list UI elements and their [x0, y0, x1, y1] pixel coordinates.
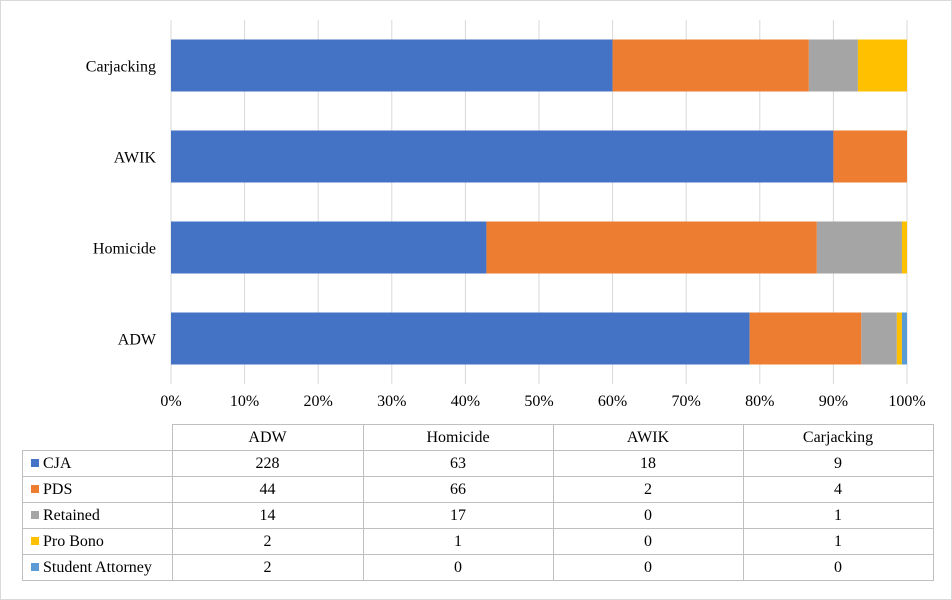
x-tick-label: 20% — [304, 393, 333, 410]
category-label: ADW — [118, 332, 157, 349]
table-cell: 14 — [171, 502, 364, 529]
bar-segment — [901, 312, 907, 365]
legend-swatch — [31, 536, 39, 545]
bar-segment — [612, 39, 809, 92]
table-cell: 0 — [552, 528, 744, 555]
table-cell: 0 — [742, 554, 934, 581]
table-corner — [22, 424, 173, 451]
table-row: Pro Bono 2 1 0 1 — [22, 528, 934, 555]
table-cell: 1 — [362, 528, 554, 555]
legend-entry: CJA — [22, 450, 173, 477]
legend-swatch — [31, 484, 39, 493]
bar-segment — [749, 312, 862, 365]
bar-segment — [896, 312, 902, 365]
x-tick-label: 30% — [377, 393, 406, 410]
table-row: CJA 228 63 18 9 — [22, 450, 934, 477]
legend-label: Retained — [43, 506, 100, 524]
table-row: Student Attorney 2 0 0 0 — [22, 554, 934, 581]
table-cell: 4 — [742, 476, 934, 503]
legend-swatch — [31, 562, 39, 571]
stacked-bar-chart: ADW Homicide AWIK Carjacking 0% 10% 20% 30% 40%… — [86, 20, 926, 410]
bar-segment — [857, 39, 907, 92]
x-tick-label: 50% — [524, 393, 553, 410]
table-cell: 17 — [362, 502, 554, 529]
bar-segment — [171, 312, 750, 365]
table-cell: 1 — [742, 528, 934, 555]
legend-entry: Retained — [22, 502, 173, 529]
legend-label: PDS — [43, 480, 73, 498]
x-tick-label: 90% — [819, 393, 848, 410]
table-cell: 0 — [552, 502, 744, 529]
bar-segment — [486, 221, 817, 274]
table-cell: 9 — [742, 450, 934, 477]
bar-segment — [171, 130, 834, 183]
legend-entry: Student Attorney — [22, 554, 173, 581]
table-col-header: Homicide — [362, 424, 554, 451]
table-cell: 66 — [362, 476, 554, 503]
bar-segment — [833, 130, 907, 183]
legend-swatch — [31, 510, 39, 519]
table-cell: 1 — [742, 502, 934, 529]
category-label: Carjacking — [86, 59, 156, 76]
table-header-row: ADW Homicide AWIK Carjacking — [22, 424, 934, 451]
legend-label: Pro Bono — [43, 532, 104, 550]
table-col-header: AWIK — [552, 424, 744, 451]
legend-entry: PDS — [22, 476, 173, 503]
table-col-header: Carjacking — [742, 424, 934, 451]
table-col-header: ADW — [171, 424, 364, 451]
x-tick-label: 40% — [451, 393, 480, 410]
bar-segment — [901, 221, 907, 274]
table-row: Retained 14 17 0 1 — [22, 502, 934, 529]
legend-swatch — [31, 458, 39, 467]
bar-segment — [816, 221, 902, 274]
table-cell: 18 — [552, 450, 744, 477]
table-cell: 228 — [171, 450, 364, 477]
bar-segment — [861, 312, 897, 365]
legend-entry: Pro Bono — [22, 528, 173, 555]
category-label: Homicide — [93, 241, 156, 258]
x-tick-label: 10% — [230, 393, 259, 410]
bar-segment — [171, 39, 613, 92]
x-tick-label: 100% — [888, 393, 925, 410]
table-cell: 2 — [171, 528, 364, 555]
legend-label: CJA — [43, 454, 72, 472]
bar-segment — [171, 221, 487, 274]
x-tick-label: 80% — [745, 393, 774, 410]
data-table: ADW Homicide AWIK Carjacking CJA 228 63 18 9 PDS… — [22, 424, 934, 581]
x-tick-label: 60% — [598, 393, 627, 410]
x-tick-label: 70% — [672, 393, 701, 410]
x-tick-label: 0% — [160, 393, 181, 410]
table-cell: 0 — [362, 554, 554, 581]
table-row: PDS 44 66 2 4 — [22, 476, 934, 503]
table-cell: 63 — [362, 450, 554, 477]
legend-label: Student Attorney — [43, 558, 152, 576]
table-cell: 0 — [552, 554, 744, 581]
bar-segment — [808, 39, 858, 92]
category-label: AWIK — [114, 150, 157, 167]
table-cell: 44 — [171, 476, 364, 503]
table-cell: 2 — [171, 554, 364, 581]
table-cell: 2 — [552, 476, 744, 503]
